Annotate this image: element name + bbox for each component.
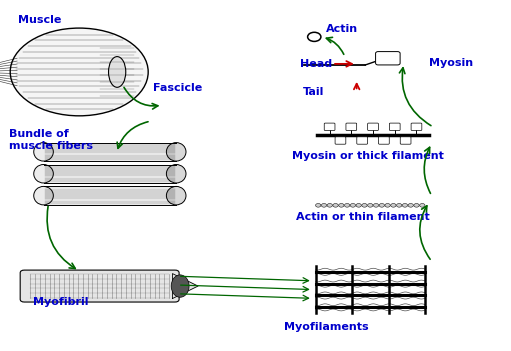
Ellipse shape bbox=[108, 57, 126, 87]
Circle shape bbox=[362, 204, 367, 207]
Circle shape bbox=[379, 204, 384, 207]
Text: Myofibril: Myofibril bbox=[33, 297, 89, 307]
FancyBboxPatch shape bbox=[389, 123, 400, 131]
Circle shape bbox=[367, 204, 373, 207]
Ellipse shape bbox=[10, 28, 148, 116]
Circle shape bbox=[327, 204, 333, 207]
Text: Myofilaments: Myofilaments bbox=[284, 322, 368, 332]
FancyBboxPatch shape bbox=[357, 137, 367, 144]
Circle shape bbox=[402, 204, 408, 207]
Ellipse shape bbox=[167, 143, 186, 161]
Circle shape bbox=[350, 204, 356, 207]
FancyBboxPatch shape bbox=[335, 137, 346, 144]
Circle shape bbox=[356, 204, 361, 207]
FancyBboxPatch shape bbox=[324, 123, 335, 131]
Ellipse shape bbox=[167, 186, 186, 205]
Circle shape bbox=[333, 204, 338, 207]
Circle shape bbox=[414, 204, 419, 207]
Circle shape bbox=[391, 204, 396, 207]
Circle shape bbox=[344, 204, 350, 207]
Text: Head: Head bbox=[300, 59, 333, 69]
FancyBboxPatch shape bbox=[400, 137, 411, 144]
FancyBboxPatch shape bbox=[411, 123, 422, 131]
Text: Tail: Tail bbox=[303, 87, 324, 97]
FancyBboxPatch shape bbox=[379, 137, 389, 144]
Circle shape bbox=[374, 204, 379, 207]
Circle shape bbox=[339, 204, 344, 207]
Circle shape bbox=[316, 204, 321, 207]
Circle shape bbox=[321, 204, 327, 207]
Ellipse shape bbox=[34, 186, 53, 205]
Text: Bundle of
muscle fibers: Bundle of muscle fibers bbox=[9, 129, 93, 151]
Text: Myosin or thick filament: Myosin or thick filament bbox=[292, 151, 444, 161]
Circle shape bbox=[397, 204, 402, 207]
Text: Muscle: Muscle bbox=[18, 15, 61, 25]
FancyBboxPatch shape bbox=[20, 270, 179, 302]
Text: Myosin: Myosin bbox=[429, 58, 473, 68]
Polygon shape bbox=[173, 274, 198, 298]
Ellipse shape bbox=[167, 165, 186, 183]
Ellipse shape bbox=[34, 165, 53, 183]
Text: Actin: Actin bbox=[326, 24, 358, 34]
Ellipse shape bbox=[34, 143, 53, 161]
Circle shape bbox=[408, 204, 413, 207]
Circle shape bbox=[385, 204, 390, 207]
FancyBboxPatch shape bbox=[346, 123, 357, 131]
Ellipse shape bbox=[171, 275, 189, 297]
Circle shape bbox=[420, 204, 425, 207]
FancyBboxPatch shape bbox=[376, 52, 400, 65]
Text: Actin or thin filament: Actin or thin filament bbox=[296, 212, 430, 222]
Text: Fascicle: Fascicle bbox=[153, 83, 202, 93]
FancyBboxPatch shape bbox=[368, 123, 379, 131]
